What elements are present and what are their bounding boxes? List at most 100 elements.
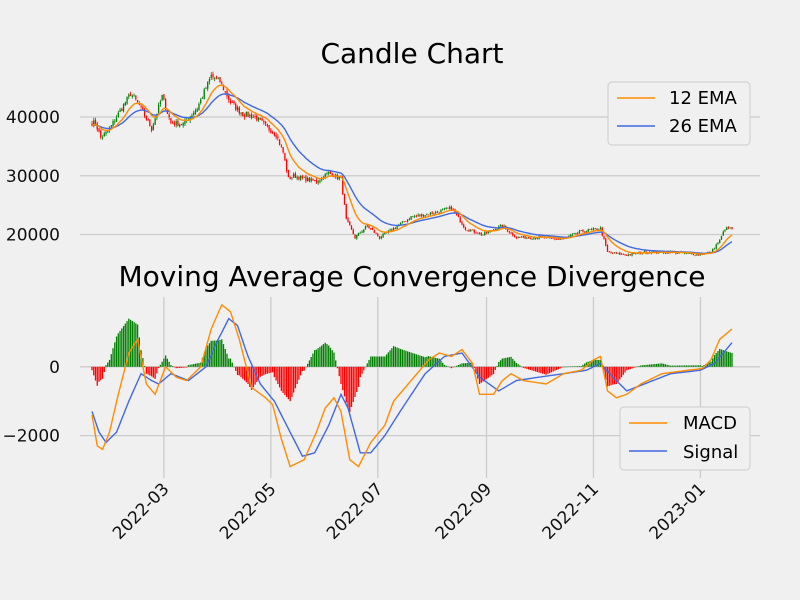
candle [193,112,195,116]
candle [594,228,596,230]
histogram-bar [300,366,302,376]
candle [110,125,112,127]
candle [606,244,609,252]
histogram-bar [676,365,679,367]
candle [377,233,379,236]
histogram-bar [727,351,730,367]
histogram-bar [554,366,556,371]
histogram-bar [347,366,349,409]
histogram-bar [215,340,218,367]
histogram-bar [682,365,684,367]
histogram-bar [689,365,691,367]
candle [626,255,628,256]
candle [93,120,95,125]
histogram-bar [538,366,540,373]
histogram-bar [422,356,425,367]
histogram-bar [145,366,148,374]
histogram-bar [298,366,300,380]
candle [161,94,163,101]
candle [510,232,512,234]
candle [210,74,212,78]
histogram-bar [322,344,325,367]
candle [296,176,298,179]
candle [540,235,542,237]
histogram-bar [701,365,703,367]
candle [438,212,440,214]
histogram-bar [524,366,526,369]
histogram-bar [156,366,158,374]
histogram-bar [650,364,652,367]
histogram-bar [627,366,630,370]
histogram-bar [226,353,228,367]
histogram-bar [301,366,304,372]
candle [506,229,509,232]
candle [312,178,314,181]
candle [315,179,318,183]
candle [692,254,695,256]
histogram-bar [203,352,205,367]
histogram-bar [699,365,702,367]
candle [442,209,444,210]
histogram-bar [371,356,374,367]
histogram-bar [268,366,270,374]
candle [159,101,162,104]
ema-lines [91,84,733,255]
candle [245,111,247,117]
histogram-bar [231,362,233,367]
histogram-bar [168,361,170,367]
candle [724,229,726,232]
candle [380,236,382,239]
candle [103,133,105,137]
histogram-bar [408,351,411,367]
candle [617,252,619,254]
candle [229,100,232,103]
histogram-bar [622,366,624,375]
histogram-bar [193,364,195,367]
candle [499,225,502,227]
histogram-bar [457,364,460,367]
histogram-bar [392,346,395,367]
candle [459,217,461,223]
histogram-bar [515,362,517,367]
histogram-bar [720,349,723,367]
histogram-bar [173,366,176,368]
candle [475,232,477,234]
histogram-bar [119,330,121,367]
candle [324,174,326,178]
candle [319,180,321,182]
histogram-bar [534,366,537,372]
candle [399,223,402,225]
histogram-bar [136,324,139,367]
candle [189,116,191,121]
histogram-bar [357,366,360,387]
candle [242,112,244,117]
histogram-bar [519,365,521,367]
candle [577,233,579,235]
histogram-bar [352,366,354,402]
histogram-bar [405,350,407,367]
histogram-bar [384,356,386,367]
candle [250,114,253,119]
histogram-bar [179,366,181,368]
histogram-bar [254,366,256,385]
candle [168,114,170,118]
candle [585,231,588,233]
ema12-line [91,84,733,255]
histogram-bar [559,366,561,369]
histogram-bar [142,358,144,367]
candle [331,173,333,177]
histogram-bar [243,366,246,381]
histogram-bar [662,363,665,367]
histogram-bar [456,365,458,367]
candle [131,95,133,97]
histogram-bar [310,356,312,367]
histogram-bar [506,357,509,367]
histogram-bar [321,345,323,367]
histogram-bar [598,359,600,367]
candle [424,215,426,217]
candle [408,218,411,220]
candle [715,244,717,249]
histogram-bar [673,365,675,367]
candle [612,252,614,254]
